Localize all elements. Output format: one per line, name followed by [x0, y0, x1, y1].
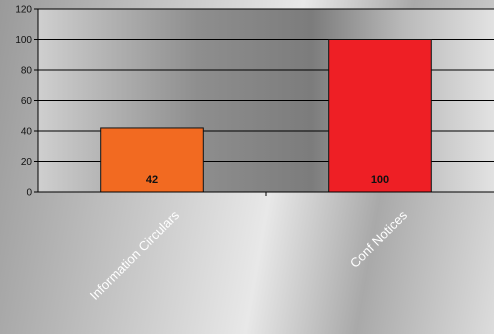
category-label: Conf Notices	[347, 207, 411, 271]
bar-1	[328, 39, 432, 193]
y-tick-label: 120	[15, 5, 32, 16]
y-tick-label: 80	[21, 66, 33, 77]
category-label: Information Circulars	[87, 207, 183, 303]
y-tick-label: 60	[21, 96, 33, 107]
data-label: 100	[371, 174, 389, 186]
bars	[100, 39, 432, 193]
y-tick-label: 20	[21, 157, 33, 168]
data-label: 42	[146, 174, 158, 186]
y-tick-label: 100	[15, 35, 32, 46]
y-tick-label: 40	[21, 127, 33, 138]
bar-0	[100, 127, 204, 193]
axes	[34, 8, 494, 196]
y-tick-label: 0	[26, 188, 32, 199]
